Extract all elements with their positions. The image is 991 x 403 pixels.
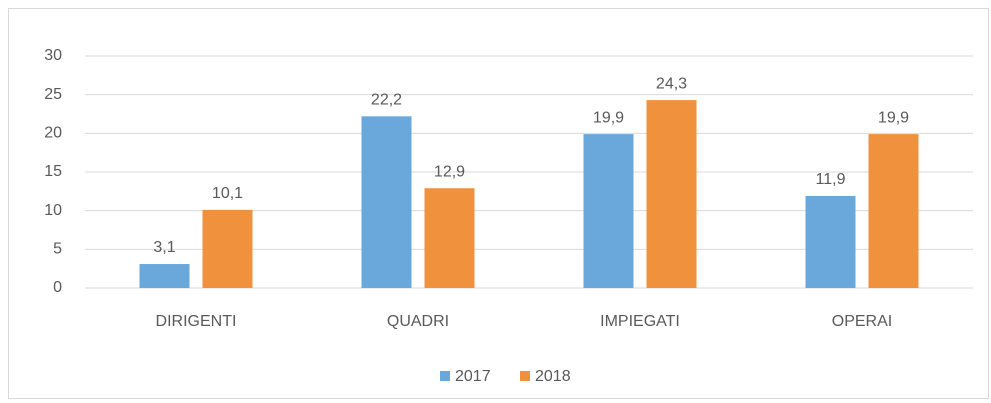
bar [805,195,856,288]
y-tick-label: 15 [44,163,62,180]
y-tick-label: 25 [44,86,62,103]
y-tick-label: 20 [44,125,62,142]
y-tick-label: 10 [44,202,62,219]
x-tick-label: QUADRI [387,313,449,330]
bar [646,100,697,288]
y-tick-label: 0 [53,279,62,296]
data-label: 19,9 [878,109,909,126]
bar [202,209,253,288]
legend-label: 2017 [455,368,491,385]
x-tick-label: DIRIGENTI [156,313,237,330]
legend-label: 2018 [535,368,571,385]
y-tick-label: 30 [44,47,62,64]
data-label: 22,2 [371,92,402,109]
bar [868,134,919,288]
x-tick-label: OPERAI [832,313,892,330]
bar [139,264,190,288]
data-label: 10,1 [212,185,243,202]
y-tick-label: 5 [53,241,62,258]
data-label: 12,9 [434,163,465,180]
data-label: 24,3 [656,75,687,92]
x-tick-label: IMPIEGATI [600,313,680,330]
data-label: 11,9 [816,171,846,188]
data-label: 3,1 [153,239,175,256]
bar [361,116,412,288]
data-label: 19,9 [593,109,624,126]
legend-swatch [520,371,530,381]
legend-swatch [440,371,450,381]
bar [583,134,634,288]
bar [424,188,475,288]
